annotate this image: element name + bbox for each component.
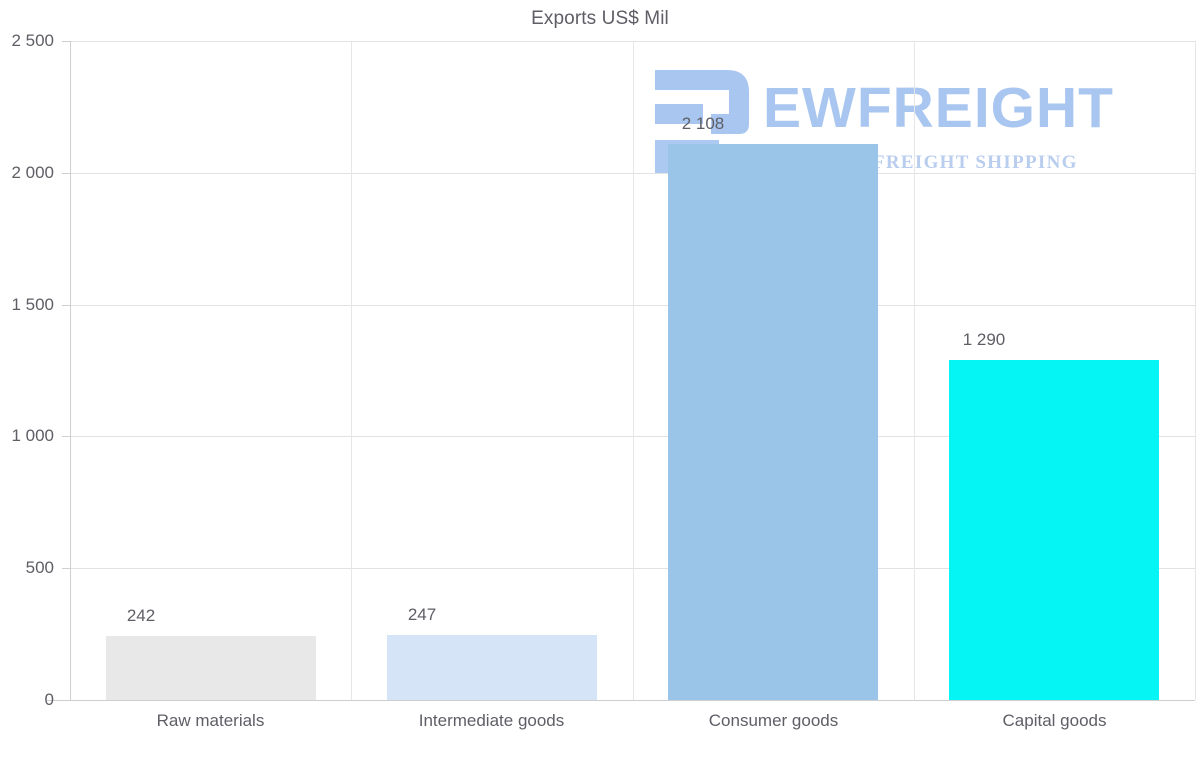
bar[interactable] [949, 359, 1159, 700]
x-axis-tick-label: Raw materials [156, 711, 265, 730]
y-axis-tick-mark [62, 568, 70, 570]
bar-value-label: 247 [407, 604, 437, 624]
y-axis-tick-label: 1 500 [11, 294, 54, 314]
y-axis-tick-label: 2 500 [11, 31, 54, 50]
bar[interactable] [387, 634, 597, 700]
y-axis-tick-label: 0 [44, 690, 54, 709]
y-axis-tick-mark [62, 436, 70, 438]
y-axis-tick-mark [62, 700, 70, 701]
plot-area [70, 41, 1196, 701]
chart-title: Exports US$ Mil [531, 8, 669, 29]
gridline-horizontal [70, 436, 1195, 438]
y-axis-tick-label: 500 [25, 558, 54, 578]
bar-value-label: 1 290 [962, 329, 1006, 349]
bar[interactable] [106, 636, 316, 700]
y-axis-tick-mark [62, 41, 70, 42]
y-axis-tick-label: 2 000 [11, 162, 54, 182]
gridline-vertical [1195, 41, 1196, 700]
x-axis-tick-label: Consumer goods [708, 711, 839, 730]
gridline-horizontal [70, 568, 1195, 570]
bar-value-label: 2 108 [681, 114, 725, 134]
y-axis-tick-mark [62, 172, 70, 174]
x-axis-line [47, 700, 1195, 701]
gridline-vertical [633, 41, 634, 700]
gridline-horizontal [70, 41, 1195, 42]
gridline-horizontal [70, 304, 1195, 306]
x-axis-tick-label: Intermediate goods [418, 711, 565, 730]
y-axis-line [70, 41, 71, 701]
gridline-vertical [914, 41, 915, 700]
bar[interactable] [668, 144, 878, 700]
y-axis-tick-label: 1 000 [11, 426, 54, 446]
gridline-horizontal [70, 172, 1195, 174]
y-axis-tick-mark [62, 304, 70, 306]
bar-value-label: 242 [126, 606, 156, 626]
x-axis-tick-label: Capital goods [1002, 711, 1107, 730]
gridline-vertical [351, 41, 352, 700]
